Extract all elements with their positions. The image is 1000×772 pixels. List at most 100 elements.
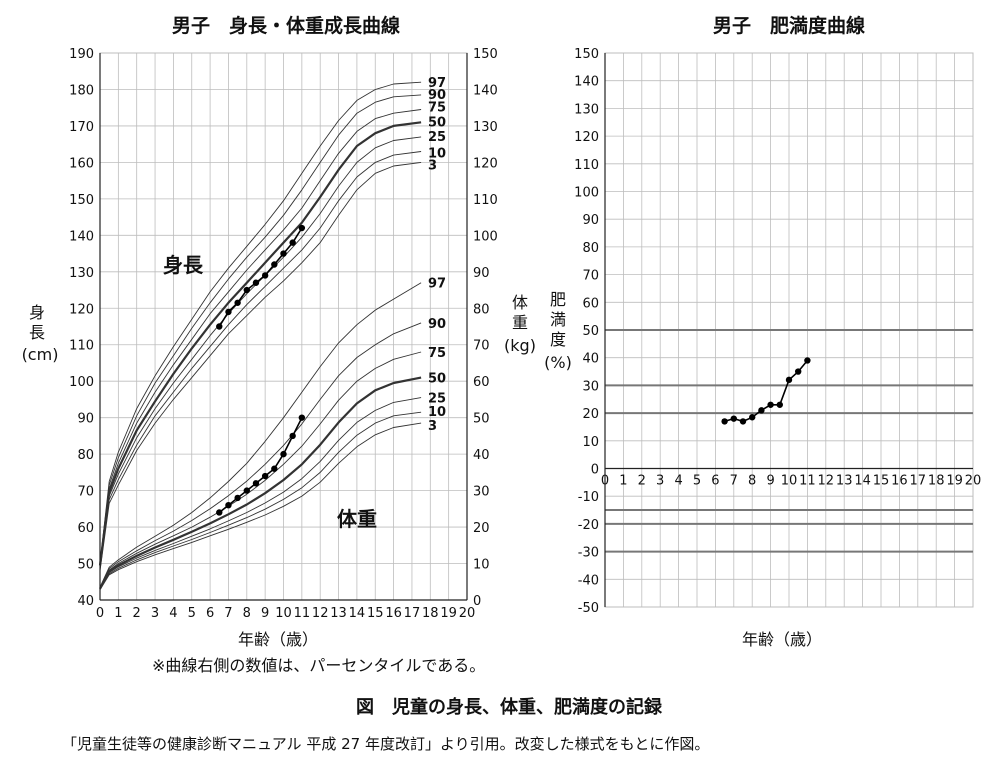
height-tick-label: 40 bbox=[77, 594, 94, 609]
weight-percentile-label: 10 bbox=[428, 405, 446, 420]
growth-x-tick-label: 16 bbox=[385, 606, 402, 621]
weight-record-point bbox=[234, 494, 241, 502]
obesity-x-tick-label: 7 bbox=[730, 474, 738, 489]
obesity-record-line bbox=[724, 359, 809, 423]
obesity-x-tick-label: 9 bbox=[766, 474, 774, 489]
weight-tick-label: 130 bbox=[473, 120, 498, 135]
obesity-x-tick-label: 2 bbox=[638, 474, 646, 489]
weight-record-point bbox=[243, 487, 250, 494]
obesity-y-tick-label: -10 bbox=[578, 490, 599, 505]
height-percentile-label: 10 bbox=[428, 146, 446, 161]
growth-x-tick-label: 11 bbox=[294, 606, 311, 621]
obesity-x-tick-label: 5 bbox=[693, 474, 701, 489]
weight-percentile-curve-75 bbox=[99, 351, 422, 589]
height-axis-label-char-1: 身 bbox=[29, 303, 45, 322]
growth-x-tick-label: 9 bbox=[261, 606, 269, 621]
weight-tick-label: 120 bbox=[473, 156, 498, 171]
obesity-y-tick-label: -30 bbox=[578, 546, 599, 561]
obesity-records bbox=[721, 357, 811, 425]
figure-caption: 図 児童の身長、体重、肥満度の記録 bbox=[356, 697, 662, 718]
weight-record-point bbox=[298, 414, 306, 421]
weight-tick-label: 140 bbox=[473, 83, 498, 98]
percentile-note: ※曲線右側の数値は、パーセンタイルである。 bbox=[152, 656, 486, 675]
height-percentile-curve-97 bbox=[99, 81, 422, 564]
height-record-point bbox=[271, 261, 278, 268]
growth-x-tick-label: 14 bbox=[349, 606, 366, 621]
obesity-x-tick-label: 15 bbox=[873, 474, 890, 489]
obesity-x-tick-label: 3 bbox=[656, 474, 664, 489]
weight-record-point bbox=[271, 465, 278, 472]
height-tick-label: 80 bbox=[77, 448, 94, 463]
growth-x-tick-label: 20 bbox=[459, 606, 476, 621]
weight-tick-label: 50 bbox=[473, 412, 490, 427]
obesity-y-tick-label: 10 bbox=[582, 435, 599, 450]
growth-chart: 男子 身長・体重成長曲線 97907550251039790755025103 … bbox=[22, 14, 536, 649]
height-percentile-label: 25 bbox=[428, 130, 446, 145]
weight-axis-label-char-2: 重 bbox=[512, 313, 528, 332]
obesity-x-tick-label: 0 bbox=[601, 474, 609, 489]
obesity-axis-label-char-2: 満 bbox=[550, 310, 566, 329]
height-tick-label: 160 bbox=[69, 156, 94, 171]
weight-record-point bbox=[225, 501, 232, 509]
obesity-record-point bbox=[795, 368, 802, 375]
growth-x-tick-label: 0 bbox=[96, 606, 104, 621]
obesity-y-tick-label: 150 bbox=[574, 47, 599, 62]
height-record-line bbox=[218, 227, 303, 327]
weight-percentile-curve-90 bbox=[99, 322, 422, 589]
height-tick-label: 130 bbox=[69, 266, 94, 281]
weight-record-point bbox=[261, 472, 269, 480]
obesity-y-tick-label: 0 bbox=[591, 463, 599, 478]
growth-x-tick-label: 3 bbox=[151, 606, 159, 621]
growth-x-tick-label: 2 bbox=[133, 606, 141, 621]
obesity-x-tick-label: 20 bbox=[965, 474, 982, 489]
height-axis-label-char-2: 長 bbox=[29, 323, 45, 342]
height-tick-label: 90 bbox=[77, 412, 94, 427]
obesity-axes: 1501401301201101009080706050403020100-10… bbox=[574, 47, 981, 616]
height-record-point bbox=[243, 286, 250, 294]
height-percentile-label: 90 bbox=[428, 88, 446, 103]
weight-percentile-curve-3 bbox=[99, 422, 422, 591]
weight-percentile-curve-97 bbox=[99, 282, 422, 588]
growth-x-tick-label: 12 bbox=[312, 606, 329, 621]
weight-record-point bbox=[289, 432, 296, 440]
height-percentile-label: 75 bbox=[428, 101, 446, 116]
obesity-x-tick-label: 1 bbox=[619, 474, 627, 489]
obesity-y-tick-label: 100 bbox=[574, 186, 599, 201]
obesity-record-point bbox=[730, 415, 737, 422]
obesity-y-tick-label: 110 bbox=[574, 158, 599, 173]
obesity-grid bbox=[604, 52, 974, 608]
obesity-chart-title: 男子 肥満度曲線 bbox=[713, 14, 865, 37]
weight-tick-label: 90 bbox=[473, 266, 490, 281]
height-percentile-label: 3 bbox=[428, 158, 437, 173]
weight-tick-label: 70 bbox=[473, 339, 490, 354]
height-record-point bbox=[289, 239, 296, 246]
height-tick-label: 140 bbox=[69, 229, 94, 244]
obesity-x-tick-label: 14 bbox=[854, 474, 871, 489]
growth-x-tick-label: 4 bbox=[169, 606, 177, 621]
obesity-x-axis-label: 年齢（歳） bbox=[742, 630, 822, 649]
obesity-y-tick-label: 60 bbox=[582, 296, 599, 311]
growth-records bbox=[216, 224, 306, 516]
growth-x-tick-label: 17 bbox=[404, 606, 421, 621]
height-tick-label: 110 bbox=[69, 339, 94, 354]
height-axis-unit: (cm) bbox=[22, 345, 59, 364]
growth-x-tick-label: 18 bbox=[422, 606, 439, 621]
obesity-y-tick-label: 130 bbox=[574, 102, 599, 117]
height-annotation: 身長 bbox=[163, 253, 204, 277]
height-record-point bbox=[216, 323, 223, 330]
weight-percentile-label: 97 bbox=[428, 277, 446, 292]
obesity-record-point bbox=[785, 376, 793, 384]
obesity-record-point bbox=[776, 401, 783, 408]
growth-x-tick-label: 13 bbox=[330, 606, 347, 621]
obesity-axis-label-char-1: 肥 bbox=[550, 290, 566, 309]
weight-tick-label: 10 bbox=[473, 558, 490, 573]
growth-x-tick-label: 6 bbox=[206, 606, 214, 621]
height-tick-label: 100 bbox=[69, 375, 94, 390]
height-percentile-label: 50 bbox=[428, 115, 446, 130]
growth-x-tick-label: 19 bbox=[440, 606, 457, 621]
height-record-point bbox=[225, 308, 232, 316]
obesity-y-tick-label: -50 bbox=[578, 601, 599, 616]
weight-tick-label: 20 bbox=[473, 521, 490, 536]
